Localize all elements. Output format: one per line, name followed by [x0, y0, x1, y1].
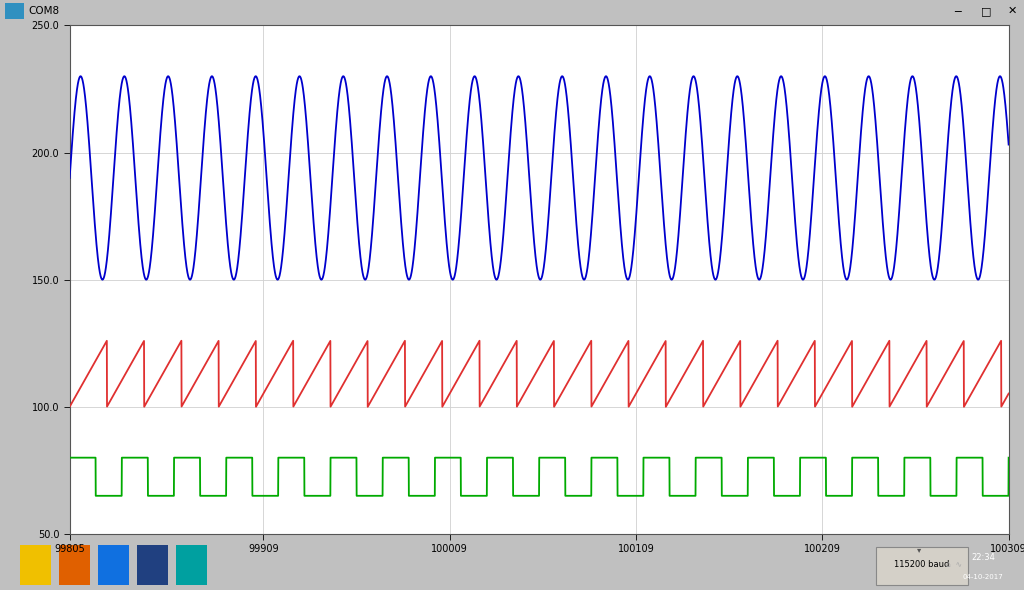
Text: ▾: ▾	[918, 545, 922, 555]
Bar	[20, 545, 51, 585]
FancyBboxPatch shape	[876, 548, 968, 585]
Bar	[5, 4, 24, 19]
Text: 115200 baud: 115200 baud	[894, 560, 949, 569]
Text: 04-10-2017: 04-10-2017	[963, 575, 1004, 581]
Text: COM8: COM8	[29, 6, 59, 16]
Bar	[59, 545, 90, 585]
Text: ⌂  ∿: ⌂ ∿	[946, 560, 963, 569]
Bar	[176, 545, 207, 585]
Text: □: □	[981, 6, 991, 16]
Text: ─: ─	[954, 6, 961, 16]
Bar	[98, 545, 129, 585]
Text: ✕: ✕	[1008, 6, 1018, 16]
Text: 22:34: 22:34	[971, 553, 995, 562]
Bar	[137, 545, 168, 585]
